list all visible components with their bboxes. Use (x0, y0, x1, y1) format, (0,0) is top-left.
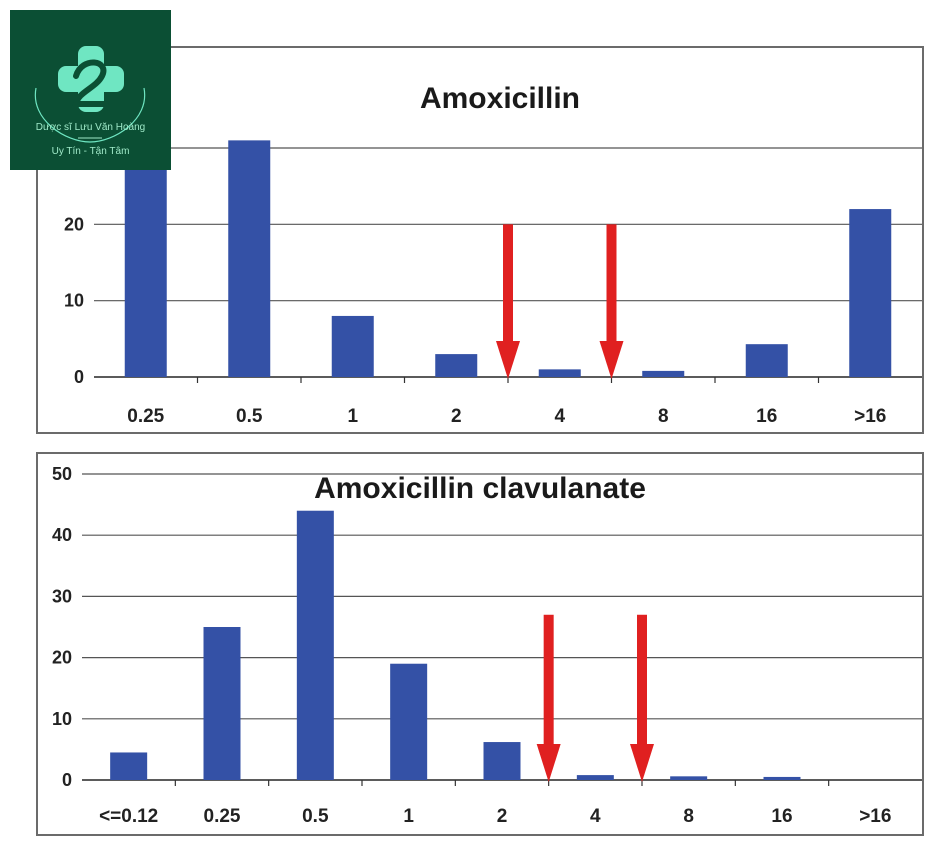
y-tick-label: 0 (62, 770, 72, 790)
y-tick-label: 20 (64, 214, 84, 234)
x-tick-label: 0.5 (302, 806, 329, 827)
bar (124, 155, 167, 377)
y-tick-label: 40 (52, 525, 72, 545)
bar (228, 140, 271, 377)
pharmacist-logo: Dược sĩ Lưu Văn Hoàng Uy Tín - Tận Tâm (10, 10, 171, 170)
bar (849, 209, 892, 377)
x-tick-label: 0.5 (236, 406, 263, 427)
red-arrow-head (630, 744, 654, 782)
red-arrow-shaft (606, 224, 617, 343)
bar (331, 315, 374, 377)
x-tick-label: 0.25 (204, 806, 241, 827)
x-tick-label: >16 (859, 806, 891, 827)
bar (576, 775, 614, 780)
bar (390, 663, 428, 780)
amoxicillin-clavulanate-chart-plot: 0 10 20 30 40 50 <=0.12 0.25 0.5 1 2 4 8 16 >16 (52, 464, 922, 827)
bar (435, 354, 478, 377)
y-tick-label: 50 (52, 464, 72, 484)
bar (110, 752, 148, 780)
x-tick-label: 2 (451, 406, 462, 427)
red-arrow-shaft (637, 614, 647, 746)
x-tick-label: 1 (403, 806, 414, 827)
logo-slogan: Uy Tín - Tận Tâm (51, 146, 130, 157)
x-tick-label: 8 (658, 406, 669, 427)
amoxicillin-chart-title: Amoxicillin (419, 82, 581, 115)
red-arrow-shaft (503, 224, 513, 343)
amoxicillin-chart-plot: 0 10 20 0.25 0.5 1 2 4 8 16 >16 (64, 140, 922, 427)
red-arrow-shaft (543, 614, 554, 746)
bar (745, 344, 788, 377)
bar (642, 370, 685, 377)
x-tick-label: 16 (771, 806, 792, 827)
x-tick-label: >16 (854, 406, 886, 427)
y-tick-label: 0 (74, 367, 84, 387)
amoxicillin-clavulanate-chart: 0 10 20 30 40 50 <=0.12 0.25 0.5 1 2 4 8 16 >16 Amoxic… (36, 452, 924, 836)
bar (670, 776, 708, 780)
y-tick-label: 10 (64, 291, 84, 311)
x-tick-label: 0.25 (127, 406, 164, 427)
amoxicillin-clavulanate-chart-title: Amoxicillin clavulanate (314, 472, 646, 505)
x-tick-label: 4 (554, 406, 565, 427)
x-tick-label: <=0.12 (99, 806, 158, 827)
y-tick-label: 30 (52, 586, 72, 606)
x-tick-label: 16 (756, 406, 777, 427)
x-tick-label: 2 (497, 806, 508, 827)
amoxicillin-chart: 0 10 20 0.25 0.5 1 2 4 8 16 >16 Amoxicillin (36, 46, 924, 434)
red-arrow-head (599, 341, 624, 379)
bar (203, 627, 241, 780)
bar (483, 742, 521, 780)
x-tick-label: 8 (683, 806, 694, 827)
x-tick-label: 4 (590, 806, 601, 827)
y-tick-label: 20 (52, 648, 72, 668)
bar (538, 369, 581, 377)
y-tick-label: 10 (52, 709, 72, 729)
bar (296, 510, 334, 780)
medical-cross-icon (34, 46, 146, 143)
bar (763, 776, 801, 780)
red-arrow-head (496, 341, 520, 379)
x-tick-label: 1 (347, 406, 358, 427)
red-arrow-head (536, 744, 561, 782)
logo-name: Dược sĩ Lưu Văn Hoàng (35, 122, 146, 133)
